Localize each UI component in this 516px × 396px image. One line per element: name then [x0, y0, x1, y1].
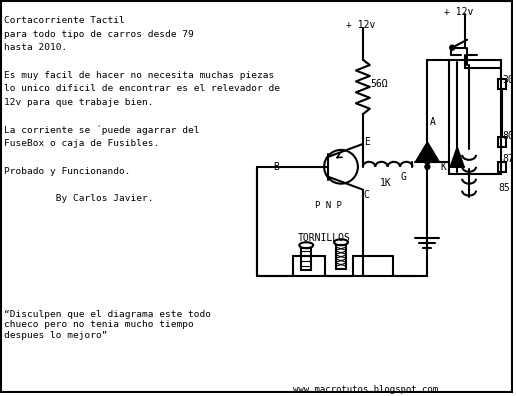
Bar	[449, 59, 501, 174]
Text: K: K	[440, 162, 446, 172]
Text: 12v para que trabaje bien.: 12v para que trabaje bien.	[5, 98, 154, 107]
Text: La corriente se ´puede agarrar del: La corriente se ´puede agarrar del	[5, 126, 200, 135]
Text: Probado y Funcionando.: Probado y Funcionando.	[5, 167, 131, 175]
Text: 1K: 1K	[380, 178, 392, 188]
Text: P N P: P N P	[315, 200, 342, 209]
Text: C: C	[364, 190, 370, 200]
Bar	[498, 162, 506, 172]
Text: Es muy facil de hacer no necesita muchas piezas: Es muy facil de hacer no necesita muchas…	[5, 71, 275, 80]
Text: Cortacorriente Tactil: Cortacorriente Tactil	[5, 16, 125, 25]
Text: 30: 30	[503, 76, 514, 86]
Circle shape	[425, 159, 430, 164]
Bar	[301, 248, 311, 270]
Text: + 12v: + 12v	[346, 20, 375, 30]
Text: www.macrotutos.blogspot.com: www.macrotutos.blogspot.com	[294, 385, 439, 394]
Text: “Disculpen que el diagrama este todo
chueco pero no tenia mucho tiempo
despues l: “Disculpen que el diagrama este todo chu…	[5, 310, 212, 339]
Bar	[498, 80, 506, 89]
Bar	[336, 245, 346, 269]
Text: E: E	[364, 137, 370, 147]
Circle shape	[450, 45, 455, 50]
Text: + 12v: + 12v	[444, 7, 474, 17]
Text: FuseBox o caja de Fusibles.: FuseBox o caja de Fusibles.	[5, 139, 159, 148]
Circle shape	[425, 164, 430, 169]
Text: hasta 2010.: hasta 2010.	[5, 43, 68, 52]
Text: B: B	[273, 162, 279, 172]
Text: By Carlos Javier.: By Carlos Javier.	[5, 194, 154, 203]
Text: G: G	[400, 172, 407, 182]
Text: 85: 85	[499, 183, 511, 193]
Bar	[498, 137, 506, 147]
Text: para todo tipo de carros desde 79: para todo tipo de carros desde 79	[5, 30, 194, 38]
Text: A: A	[429, 117, 436, 127]
Text: TORNILLOS: TORNILLOS	[297, 233, 350, 243]
Polygon shape	[450, 147, 464, 167]
Text: 87: 87	[503, 154, 514, 164]
Text: 56Ω: 56Ω	[371, 80, 389, 89]
Polygon shape	[415, 142, 439, 162]
Text: lo unico dificil de encontrar es el relevador de: lo unico dificil de encontrar es el rele…	[5, 84, 280, 93]
Text: 80: 80	[503, 131, 514, 141]
